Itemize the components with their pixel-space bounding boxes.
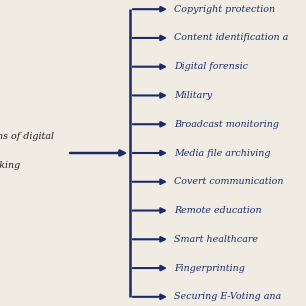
Text: Remote education: Remote education bbox=[174, 206, 262, 215]
Text: Content identification a: Content identification a bbox=[174, 33, 289, 43]
Text: ns of digital: ns of digital bbox=[0, 132, 54, 141]
Text: Securing E-Voting ana: Securing E-Voting ana bbox=[174, 292, 282, 301]
Text: Media file archiving: Media file archiving bbox=[174, 148, 271, 158]
Text: Copyright protection: Copyright protection bbox=[174, 5, 275, 14]
Text: Smart healthcare: Smart healthcare bbox=[174, 235, 259, 244]
Text: Military: Military bbox=[174, 91, 213, 100]
Text: Fingerprinting: Fingerprinting bbox=[174, 263, 245, 273]
Text: -king: -king bbox=[0, 161, 21, 170]
Text: Digital forensic: Digital forensic bbox=[174, 62, 248, 71]
Text: Broadcast monitoring: Broadcast monitoring bbox=[174, 120, 279, 129]
Text: Covert communication: Covert communication bbox=[174, 177, 284, 186]
